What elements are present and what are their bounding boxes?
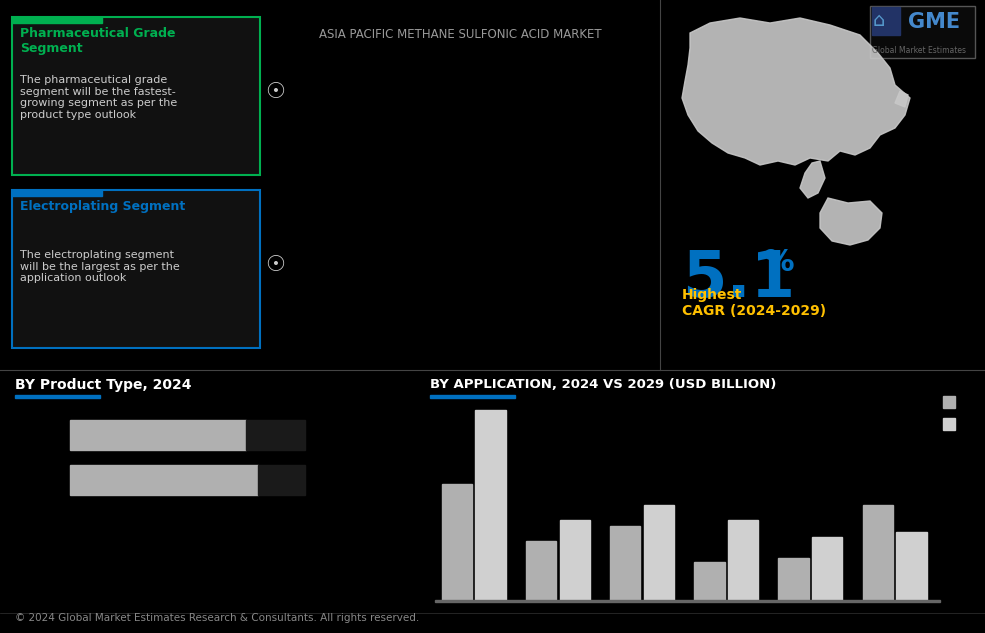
Text: Pharmaceutical Grade
Segment: Pharmaceutical Grade Segment (20, 27, 175, 55)
Bar (863, 505, 892, 600)
Text: GME: GME (908, 12, 960, 32)
Bar (435, 600, 940, 602)
Polygon shape (682, 18, 910, 165)
Text: ⌂: ⌂ (873, 11, 886, 30)
Bar (70, 420, 246, 450)
FancyBboxPatch shape (12, 190, 260, 348)
Bar (644, 505, 674, 600)
Bar (778, 558, 809, 600)
Bar (943, 418, 955, 430)
Polygon shape (800, 161, 825, 198)
Bar (872, 7, 900, 35)
Bar (694, 562, 725, 600)
Text: BY Product Type, 2024: BY Product Type, 2024 (15, 378, 191, 392)
Bar (12, 17, 102, 23)
Text: The electroplating segment
will be the largest as per the
application outlook: The electroplating segment will be the l… (20, 250, 179, 283)
Text: ☉: ☉ (265, 255, 285, 275)
Bar (476, 410, 505, 600)
Text: 5.1: 5.1 (682, 248, 795, 310)
Text: BY APPLICATION, 2024 VS 2029 (USD BILLION): BY APPLICATION, 2024 VS 2029 (USD BILLIO… (430, 378, 776, 391)
Bar (12, 190, 102, 196)
Bar (430, 395, 515, 398)
Text: © 2024 Global Market Estimates Research & Consultants. All rights reserved.: © 2024 Global Market Estimates Research … (15, 613, 420, 623)
Polygon shape (820, 198, 882, 245)
Bar (70, 465, 258, 495)
Bar (559, 520, 590, 600)
FancyBboxPatch shape (12, 17, 260, 175)
Text: ☉: ☉ (265, 82, 285, 102)
Text: Highest
CAGR (2024-2029): Highest CAGR (2024-2029) (682, 288, 826, 318)
Bar (728, 520, 758, 600)
Bar (246, 420, 305, 450)
Bar (610, 526, 640, 600)
Bar (896, 532, 927, 600)
Text: Electroplating Segment: Electroplating Segment (20, 200, 185, 213)
Polygon shape (895, 91, 908, 107)
Bar (812, 537, 842, 600)
Bar (441, 484, 472, 600)
Bar (15, 395, 100, 398)
Bar (943, 396, 955, 408)
Bar (526, 541, 557, 600)
Text: %: % (764, 248, 795, 277)
FancyBboxPatch shape (870, 6, 975, 58)
Text: Global Market Estimates: Global Market Estimates (872, 46, 966, 55)
Bar (258, 465, 305, 495)
Text: ASIA PACIFIC METHANE SULFONIC ACID MARKET: ASIA PACIFIC METHANE SULFONIC ACID MARKE… (319, 28, 601, 41)
Text: The pharmaceutical grade
segment will be the fastest-
growing segment as per the: The pharmaceutical grade segment will be… (20, 75, 177, 120)
